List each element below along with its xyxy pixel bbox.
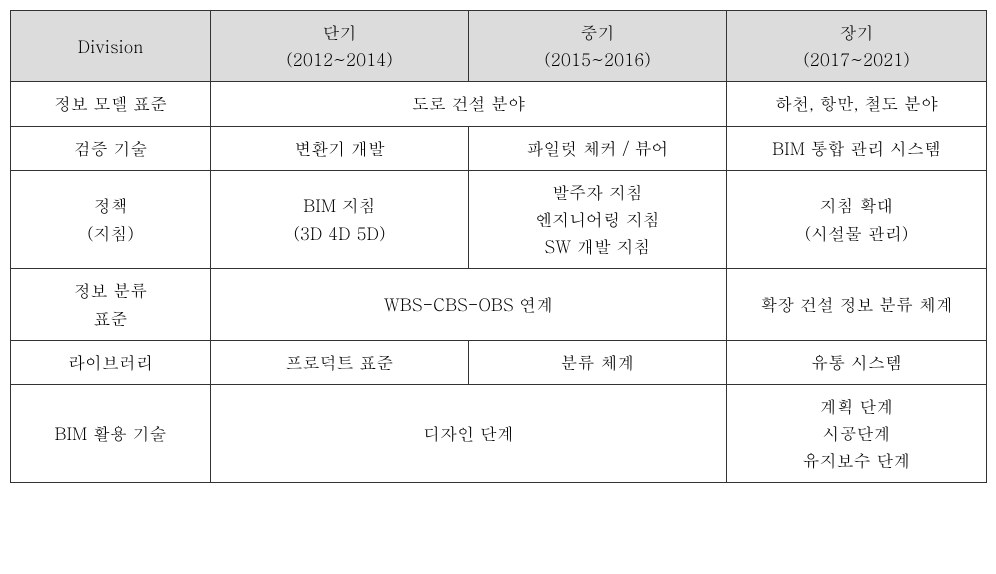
cell-text: (시설물 관리): [733, 220, 980, 247]
table-row: BIM 활용 기술 디자인 단계 계획 단계 시공단계 유지보수 단계: [11, 384, 987, 483]
row-label: 정책 (지침): [11, 170, 211, 269]
cell: 변환기 개발: [211, 126, 469, 170]
cell-text: 정책: [17, 192, 204, 219]
row-label: BIM 활용 기술: [11, 384, 211, 483]
cell-text: 유지보수 단계: [733, 447, 980, 474]
cell-text: 표준: [17, 305, 204, 332]
table-row: 검증 기술 변환기 개발 파일럿 체커 / 뷰어 BIM 통합 관리 시스템: [11, 126, 987, 170]
cell: 계획 단계 시공단계 유지보수 단계: [727, 384, 987, 483]
row-label: 검증 기술: [11, 126, 211, 170]
cell-text: SW 개발 지침: [475, 233, 720, 260]
cell-merged: 도로 건설 분야: [211, 82, 727, 126]
cell: 확장 건설 정보 분류 체계: [727, 269, 987, 340]
cell: 파일럿 체커 / 뷰어: [469, 126, 727, 170]
cell-text: 시공단계: [733, 420, 980, 447]
header-division: Division: [11, 11, 211, 82]
cell-text: (지침): [17, 220, 204, 247]
cell-text: 지침 확대: [733, 192, 980, 219]
table-row: 정보 모델 표준 도로 건설 분야 하천, 항만, 철도 분야: [11, 82, 987, 126]
table-row: 정책 (지침) BIM 지침 (3D 4D 5D) 발주자 지침 엔지니어링 지…: [11, 170, 987, 269]
header-row: Division 단기 (2012~2014) 중기 (2015~2016) 장…: [11, 11, 987, 82]
row-label: 정보 모델 표준: [11, 82, 211, 126]
cell: 지침 확대 (시설물 관리): [727, 170, 987, 269]
header-text: 중기: [475, 19, 720, 46]
header-text: 장기: [733, 19, 980, 46]
row-label: 라이브러리: [11, 340, 211, 384]
cell-text: (3D 4D 5D): [217, 220, 462, 247]
table-row: 라이브러리 프로덕트 표준 분류 체계 유통 시스템: [11, 340, 987, 384]
cell-text: 발주자 지침: [475, 179, 720, 206]
header-text: 단기: [217, 19, 462, 46]
header-subtext: (2015~2016): [475, 46, 720, 73]
cell-text: 엔지니어링 지침: [475, 206, 720, 233]
cell-text: 정보 분류: [17, 277, 204, 304]
header-subtext: (2012~2014): [217, 46, 462, 73]
header-text: Division: [78, 34, 143, 58]
cell-merged: 디자인 단계: [211, 384, 727, 483]
cell: 유통 시스템: [727, 340, 987, 384]
cell-text: BIM 지침: [217, 192, 462, 219]
header-mid-term: 중기 (2015~2016): [469, 11, 727, 82]
cell-merged: WBS-CBS-OBS 연계: [211, 269, 727, 340]
cell: BIM 통합 관리 시스템: [727, 126, 987, 170]
table-row: 정보 분류 표준 WBS-CBS-OBS 연계 확장 건설 정보 분류 체계: [11, 269, 987, 340]
cell-text: 계획 단계: [733, 393, 980, 420]
cell: 분류 체계: [469, 340, 727, 384]
header-short-term: 단기 (2012~2014): [211, 11, 469, 82]
bim-phases-table: Division 단기 (2012~2014) 중기 (2015~2016) 장…: [10, 10, 987, 483]
cell: 하천, 항만, 철도 분야: [727, 82, 987, 126]
cell: BIM 지침 (3D 4D 5D): [211, 170, 469, 269]
row-label: 정보 분류 표준: [11, 269, 211, 340]
header-long-term: 장기 (2017~2021): [727, 11, 987, 82]
cell: 발주자 지침 엔지니어링 지침 SW 개발 지침: [469, 170, 727, 269]
header-subtext: (2017~2021): [733, 46, 980, 73]
cell: 프로덕트 표준: [211, 340, 469, 384]
